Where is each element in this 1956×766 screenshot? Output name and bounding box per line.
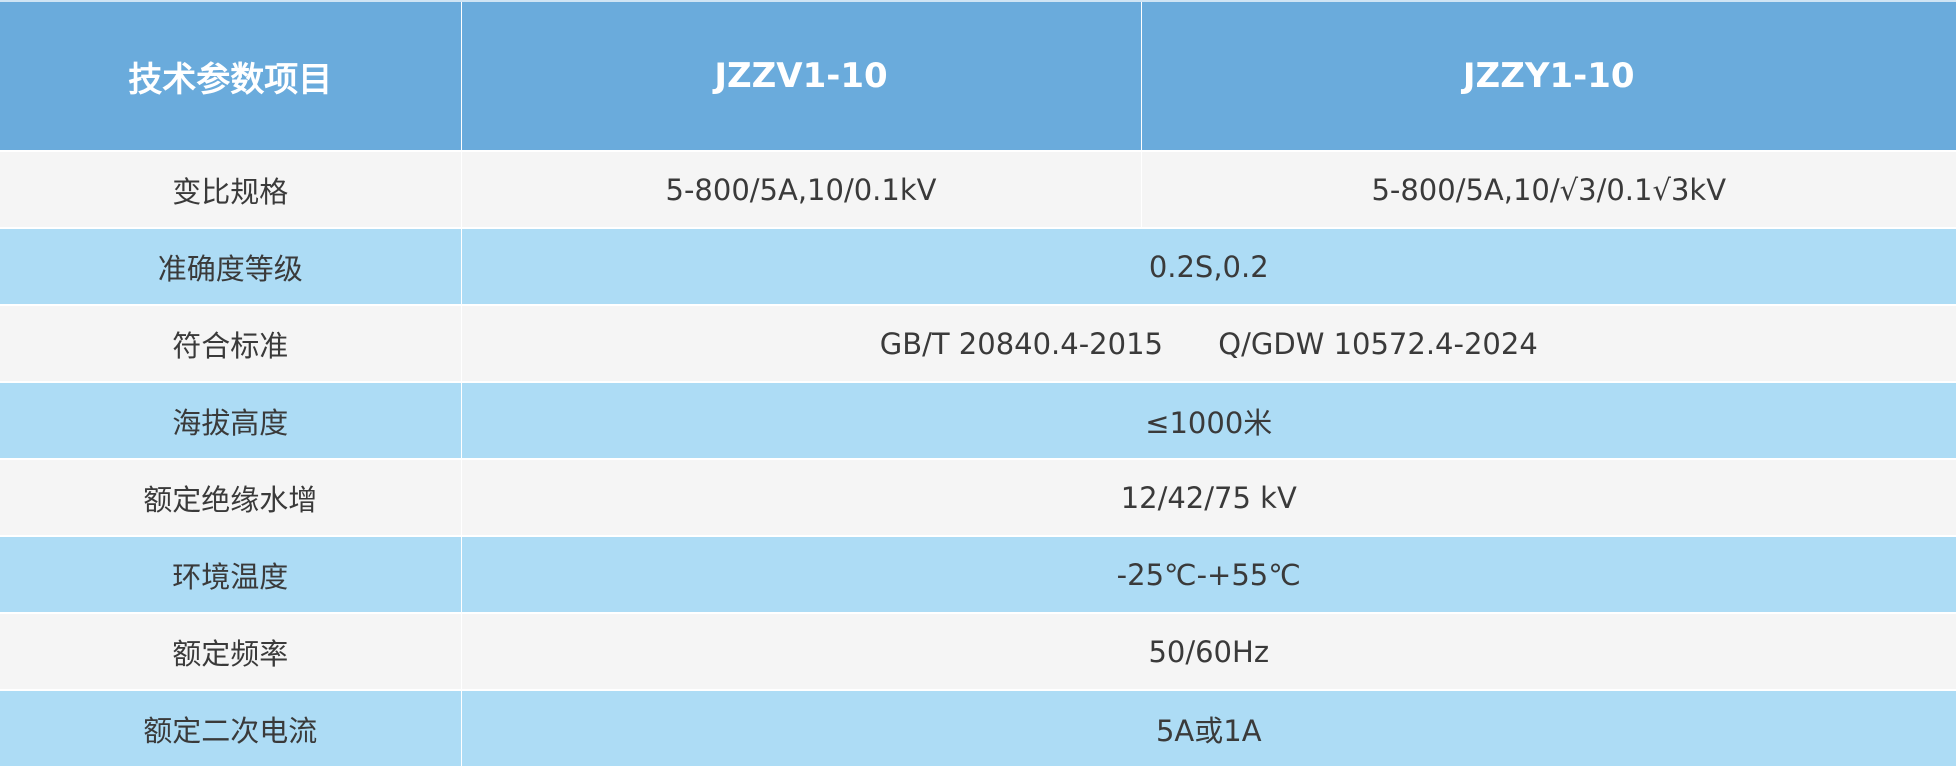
- table-row: 海拔高度 ≤1000米: [0, 381, 1956, 459]
- row-value: 5A或1A: [461, 689, 1956, 766]
- row-value: -25℃-+55℃: [461, 535, 1956, 613]
- row-label: 准确度等级: [0, 227, 462, 305]
- row-label: 海拔高度: [0, 381, 462, 459]
- row-value: 50/60Hz: [461, 612, 1956, 690]
- header-param: 技术参数项目: [0, 0, 462, 151]
- row-label: 额定绝缘水增: [0, 458, 462, 536]
- row-label: 额定二次电流: [0, 689, 462, 766]
- header-jzzv: JZZV1-10: [461, 0, 1142, 151]
- table-row: 变比规格 5-800/5A,10/0.1kV 5-800/5A,10/√3/0.…: [0, 150, 1956, 228]
- table-row: 额定二次电流 5A或1A: [0, 689, 1956, 766]
- header-jzzy: JZZY1-10: [1141, 0, 1956, 151]
- row-label: 符合标准: [0, 304, 462, 382]
- row-label: 环境温度: [0, 535, 462, 613]
- row-value-jzzy: 5-800/5A,10/√3/0.1√3kV: [1141, 150, 1956, 228]
- row-value: ≤1000米: [461, 381, 1956, 459]
- row-value: GB/T 20840.4-2015 Q/GDW 10572.4-2024: [461, 304, 1956, 382]
- table-row: 符合标准 GB/T 20840.4-2015 Q/GDW 10572.4-202…: [0, 304, 1956, 382]
- row-value: 0.2S,0.2: [461, 227, 1956, 305]
- table-row: 准确度等级 0.2S,0.2: [0, 227, 1956, 305]
- row-label: 变比规格: [0, 150, 462, 228]
- table-row: 环境温度 -25℃-+55℃: [0, 535, 1956, 613]
- table-header: 技术参数项目 JZZV1-10 JZZY1-10: [0, 0, 1956, 151]
- table-row: 额定绝缘水增 12/42/75 kV: [0, 458, 1956, 536]
- table-row: 额定频率 50/60Hz: [0, 612, 1956, 690]
- row-value-jzzv: 5-800/5A,10/0.1kV: [461, 150, 1142, 228]
- row-label: 额定频率: [0, 612, 462, 690]
- row-value: 12/42/75 kV: [461, 458, 1956, 536]
